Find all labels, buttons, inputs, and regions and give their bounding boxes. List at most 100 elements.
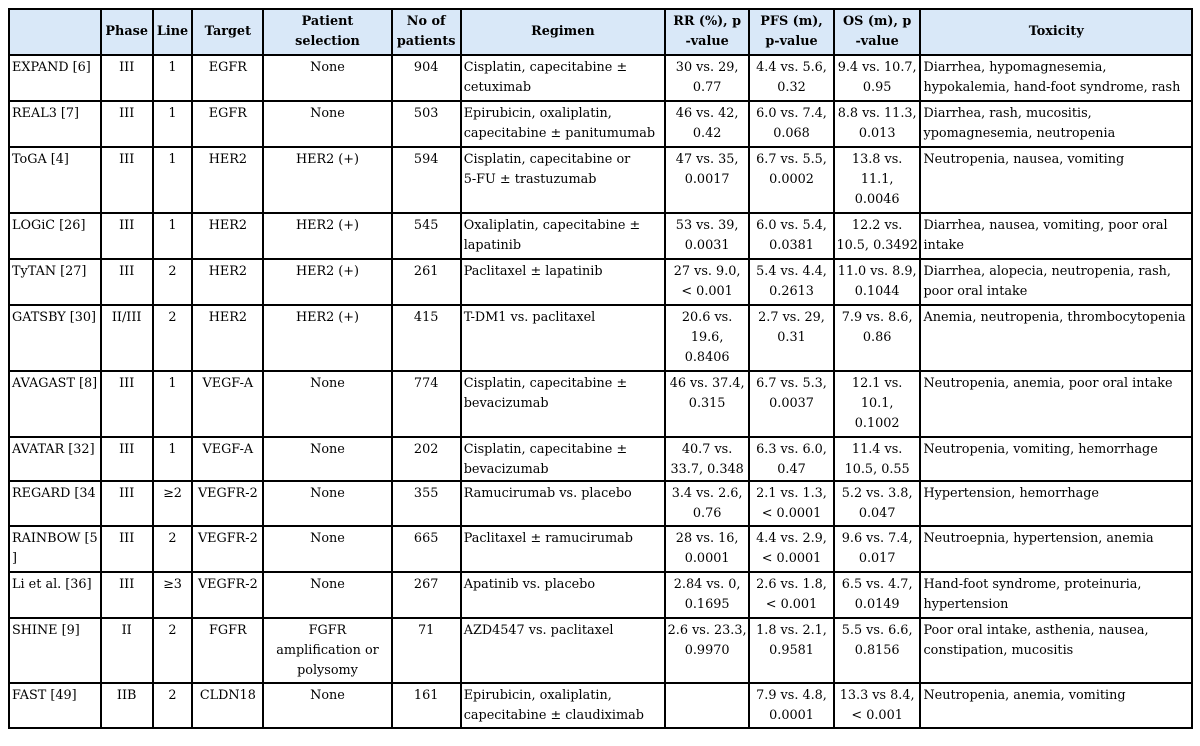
cell-regimen: Cisplatin, capecitabine ± bevacizumab	[459, 370, 667, 438]
cell-trial: FAST [49]	[8, 682, 102, 729]
cell-toxicity: Diarrhea, rash, mucositis, ypomagnesemia…	[919, 100, 1193, 148]
cell-phase: III	[99, 100, 154, 148]
table-row: AVAGAST [8] III 1 VEGF-A None 774 Cispla…	[8, 370, 1193, 438]
cell-trial: AVATAR [32]	[8, 436, 102, 482]
cell-trial: REAL3 [7]	[8, 100, 102, 148]
table-body: EXPAND [6] III 1 EGFR None 904 Cisplatin…	[8, 54, 1193, 729]
cell-line: 1	[151, 100, 194, 148]
cell-line: 2	[151, 258, 194, 306]
cell-patient_selection: HER2 (+)	[262, 146, 393, 214]
cell-os_p: 5.5 vs. 6.6, 0.8156	[832, 617, 922, 684]
cell-os_p: 11.4 vs. 10.5, 0.55	[832, 436, 922, 482]
cell-patient_selection: None	[262, 370, 393, 438]
cell-rr_p: 47 vs. 35, 0.0017	[664, 146, 751, 214]
cell-regimen: Paclitaxel ± ramucirumab	[459, 525, 667, 573]
table-row: REAL3 [7] III 1 EGFR None 503 Epirubicin…	[8, 100, 1193, 148]
cell-regimen: Oxaliplatin, capecitabine ± lapatinib	[459, 212, 667, 260]
cell-patient_selection: FGFR amplification or polysomy	[262, 617, 393, 684]
cell-os_p: 13.3 vs 8.4, < 0.001	[832, 682, 922, 729]
cell-line: 1	[151, 54, 194, 102]
table-row: SHINE [9] II 2 FGFR FGFR amplification o…	[8, 617, 1193, 684]
cell-patient_selection: None	[262, 682, 393, 729]
cell-patient_selection: HER2 (+)	[262, 212, 393, 260]
cell-trial: REGARD [34	[8, 480, 102, 527]
cell-rr_p: 2.84 vs. 0, 0.1695	[664, 571, 751, 619]
cell-os_p: 8.8 vs. 11.3, 0.013	[832, 100, 922, 148]
cell-trial: Li et al. [36]	[8, 571, 102, 619]
cell-phase: III	[99, 480, 154, 527]
cell-no_of_patients: 774	[390, 370, 462, 438]
cell-pfs_p: 6.0 vs. 5.4, 0.0381	[748, 212, 835, 260]
cell-patient_selection: None	[262, 54, 393, 102]
cell-target: VEGF-A	[191, 436, 265, 482]
cell-trial: LOGiC [26]	[8, 212, 102, 260]
cell-rr_p: 46 vs. 37.4, 0.315	[664, 370, 751, 438]
column-header-regimen: Regimen	[459, 8, 667, 56]
cell-toxicity: Neutroepnia, hypertension, anemia	[919, 525, 1193, 573]
cell-line: 1	[151, 370, 194, 438]
cell-toxicity: Poor oral intake, asthenia, nausea, cons…	[919, 617, 1193, 684]
cell-toxicity: Hand-foot syndrome, proteinuria, hyperte…	[919, 571, 1193, 619]
cell-pfs_p: 4.4 vs. 2.9, < 0.0001	[748, 525, 835, 573]
cell-regimen: Epirubicin, oxaliplatin, capecitabine ± …	[459, 100, 667, 148]
cell-target: VEGFR-2	[191, 525, 265, 573]
cell-phase: II	[99, 617, 154, 684]
column-header-trial	[8, 8, 102, 56]
cell-no_of_patients: 545	[390, 212, 462, 260]
cell-pfs_p: 6.3 vs. 6.0, 0.47	[748, 436, 835, 482]
cell-line: ≥2	[151, 480, 194, 527]
cell-toxicity: Diarrhea, nausea, vomiting, poor oral in…	[919, 212, 1193, 260]
column-header-os_p: OS (m), p -value	[832, 8, 922, 56]
table-row: RAINBOW [5 ] III 2 VEGFR-2 None 665 Pacl…	[8, 525, 1193, 573]
cell-no_of_patients: 665	[390, 525, 462, 573]
cell-regimen: Apatinib vs. placebo	[459, 571, 667, 619]
cell-os_p: 11.0 vs. 8.9, 0.1044	[832, 258, 922, 306]
column-header-line: Line	[151, 8, 194, 56]
cell-line: 1	[151, 146, 194, 214]
cell-rr_p: 2.6 vs. 23.3, 0.9970	[664, 617, 751, 684]
column-header-phase: Phase	[99, 8, 154, 56]
cell-pfs_p: 6.7 vs. 5.5, 0.0002	[748, 146, 835, 214]
cell-pfs_p: 1.8 vs. 2.1, 0.9581	[748, 617, 835, 684]
cell-no_of_patients: 594	[390, 146, 462, 214]
cell-rr_p: 53 vs. 39, 0.0031	[664, 212, 751, 260]
cell-trial: ToGA [4]	[8, 146, 102, 214]
cell-no_of_patients: 904	[390, 54, 462, 102]
cell-target: CLDN18	[191, 682, 265, 729]
cell-rr_p: 30 vs. 29, 0.77	[664, 54, 751, 102]
cell-target: EGFR	[191, 100, 265, 148]
cell-phase: III	[99, 146, 154, 214]
cell-toxicity: Neutropenia, vomiting, hemorrhage	[919, 436, 1193, 482]
cell-regimen: Cisplatin, capecitabine or 5-FU ± trastu…	[459, 146, 667, 214]
cell-regimen: T-DM1 vs. paclitaxel	[459, 304, 667, 372]
cell-patient_selection: None	[262, 571, 393, 619]
cell-rr_p	[664, 682, 751, 729]
table-row: AVATAR [32] III 1 VEGF-A None 202 Cispla…	[8, 436, 1193, 482]
cell-regimen: Cisplatin, capecitabine ± cetuximab	[459, 54, 667, 102]
cell-phase: IIB	[99, 682, 154, 729]
cell-rr_p: 27 vs. 9.0, < 0.001	[664, 258, 751, 306]
cell-toxicity: Neutropenia, nausea, vomiting	[919, 146, 1193, 214]
cell-no_of_patients: 355	[390, 480, 462, 527]
cell-phase: III	[99, 212, 154, 260]
cell-regimen: Ramucirumab vs. placebo	[459, 480, 667, 527]
column-header-target: Target	[191, 8, 265, 56]
table-header: Phase Line Target Patient selection No o…	[8, 8, 1193, 56]
cell-regimen: AZD4547 vs. paclitaxel	[459, 617, 667, 684]
cell-target: HER2	[191, 212, 265, 260]
cell-toxicity: Diarrhea, hypomagnesemia, hypokalemia, h…	[919, 54, 1193, 102]
cell-no_of_patients: 71	[390, 617, 462, 684]
cell-phase: III	[99, 258, 154, 306]
cell-pfs_p: 7.9 vs. 4.8, 0.0001	[748, 682, 835, 729]
clinical-trials-table: Phase Line Target Patient selection No o…	[8, 8, 1193, 729]
cell-line: 2	[151, 682, 194, 729]
cell-rr_p: 40.7 vs. 33.7, 0.348	[664, 436, 751, 482]
cell-pfs_p: 5.4 vs. 4.4, 0.2613	[748, 258, 835, 306]
cell-rr_p: 46 vs. 42, 0.42	[664, 100, 751, 148]
cell-pfs_p: 2.6 vs. 1.8, < 0.001	[748, 571, 835, 619]
cell-rr_p: 28 vs. 16, 0.0001	[664, 525, 751, 573]
cell-target: VEGF-A	[191, 370, 265, 438]
cell-os_p: 12.2 vs. 10.5, 0.3492	[832, 212, 922, 260]
cell-phase: II/III	[99, 304, 154, 372]
cell-target: VEGFR-2	[191, 480, 265, 527]
